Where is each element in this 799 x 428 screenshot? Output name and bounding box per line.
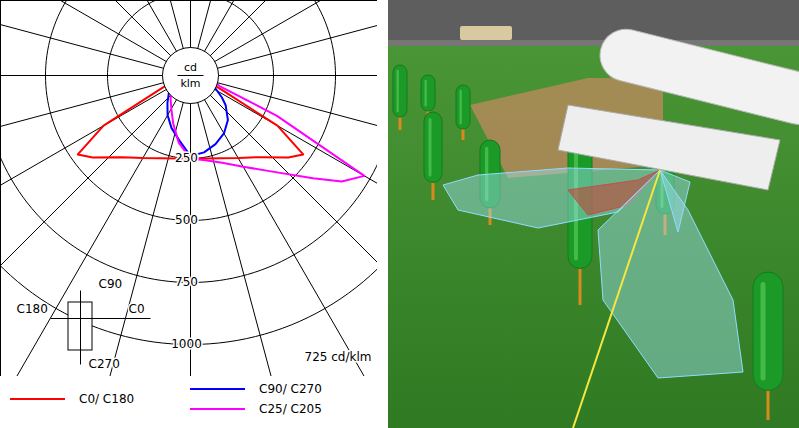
html-text:C90/ C270: C90/ C270 bbox=[259, 382, 322, 396]
svg-text:klm: klm bbox=[180, 77, 200, 90]
svg-text:1000: 1000 bbox=[171, 337, 202, 351]
svg-text:C180: C180 bbox=[17, 302, 48, 316]
html-text:C0/ C180: C0/ C180 bbox=[79, 392, 135, 406]
svg-text:725 cd/klm: 725 cd/klm bbox=[305, 350, 372, 364]
svg-text:cd: cd bbox=[184, 61, 197, 74]
svg-text:250: 250 bbox=[175, 151, 198, 165]
svg-text:C0: C0 bbox=[129, 302, 145, 316]
svg-text:C90: C90 bbox=[99, 277, 123, 291]
svg-text:C270: C270 bbox=[89, 357, 120, 371]
svg-text:750: 750 bbox=[175, 275, 198, 289]
html-text:C25/ C205: C25/ C205 bbox=[259, 402, 322, 416]
svg-text:500: 500 bbox=[175, 213, 198, 227]
